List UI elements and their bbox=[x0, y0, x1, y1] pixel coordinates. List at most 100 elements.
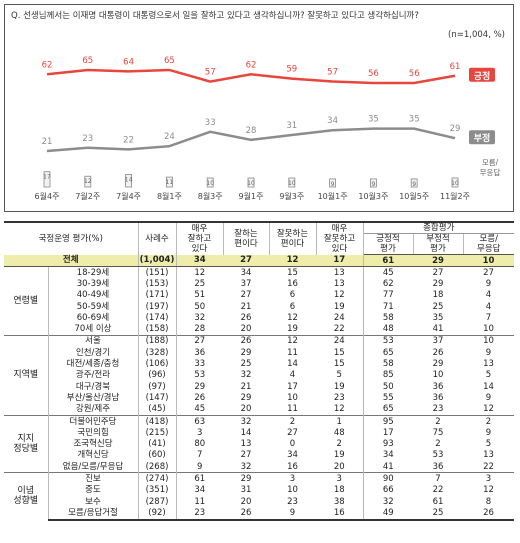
cell-value: 21 bbox=[240, 381, 252, 392]
row-n: (188) bbox=[138, 334, 177, 348]
cell-value: 16 bbox=[316, 507, 364, 521]
row-n: (268) bbox=[138, 461, 177, 473]
cell-value: 0 bbox=[289, 439, 296, 450]
data-label: 31 bbox=[286, 121, 297, 131]
table-row: 중도 (351) 34 31 10 18 66 22 12 bbox=[4, 484, 514, 496]
cell-value: 12 bbox=[316, 289, 364, 301]
x-tick-label: 10월3주 bbox=[358, 191, 388, 201]
dk-bar bbox=[43, 171, 51, 188]
cell-value: 36 bbox=[194, 347, 206, 358]
cell-value: 10 bbox=[432, 370, 444, 381]
cell-value: 29 bbox=[194, 381, 206, 392]
row-n: (328) bbox=[138, 347, 177, 359]
row-label: 부산/울산/경남 bbox=[48, 392, 139, 404]
cell-value: 11 bbox=[287, 347, 298, 358]
dk-bar bbox=[288, 177, 296, 188]
row-n: (41) bbox=[138, 438, 177, 450]
row-label: 18-29세 bbox=[48, 266, 139, 279]
cell-value: 13 bbox=[483, 450, 494, 461]
row-label: 중도 bbox=[48, 484, 139, 496]
cell-value: 20 bbox=[316, 461, 364, 473]
table-row: 광주/전라 (96) 53 32 4 5 85 10 5 bbox=[4, 369, 514, 381]
cell-value: 1 bbox=[316, 414, 364, 428]
cell-value: 53 bbox=[194, 370, 206, 381]
table-row: 부산/울산/경남 (147) 26 29 10 23 55 36 9 bbox=[4, 392, 514, 404]
header-summary: 종합평가 bbox=[363, 221, 514, 234]
cell-value: 29 bbox=[413, 254, 463, 267]
table-row: 모름/응답거절 (92) 23 26 9 16 49 25 26 bbox=[4, 507, 514, 521]
cell-value: 25 bbox=[432, 301, 444, 312]
cell-value: 80 bbox=[194, 439, 206, 450]
cell-value: 26 bbox=[463, 507, 514, 521]
cell-value: 27 bbox=[223, 254, 269, 267]
dk-bar bbox=[165, 176, 173, 188]
cell-value: 12 bbox=[269, 254, 316, 267]
cell-value: 2 bbox=[316, 438, 364, 450]
cell-value: 20 bbox=[240, 324, 252, 335]
cell-value: 34 bbox=[223, 266, 269, 279]
cell-value: 36 bbox=[432, 381, 444, 392]
cell-value: 22 bbox=[432, 485, 444, 496]
row-n: (174) bbox=[138, 312, 177, 324]
row-n: (1,004) bbox=[138, 254, 177, 267]
row-label: 조국혁신당 bbox=[48, 438, 139, 450]
table-row: 30-39세 (153) 25 37 16 13 62 29 9 bbox=[4, 278, 514, 290]
cell-value: 3 bbox=[316, 472, 364, 485]
series-line-positive bbox=[46, 68, 456, 85]
row-label: 50-59세 bbox=[48, 300, 139, 313]
x-tick-label: 8월1주 bbox=[157, 191, 182, 201]
dk-label: 9 bbox=[412, 181, 416, 188]
cell-value: 28 bbox=[194, 324, 206, 335]
data-label: 33 bbox=[205, 118, 216, 128]
cell-value: 15 bbox=[316, 358, 364, 370]
cell-value: 61 bbox=[432, 496, 444, 507]
approval-trend-chart: Q. 선생님께서는 이재명 대통령이 대통령으로서 일을 잘하고 있다고 생각하… bbox=[4, 4, 514, 212]
data-label: 24 bbox=[164, 132, 175, 142]
row-label: 국민의힘 bbox=[48, 427, 139, 439]
cell-value: 18 bbox=[432, 290, 444, 301]
cell-value: 27 bbox=[176, 334, 223, 348]
cell-value: 65 bbox=[382, 347, 394, 358]
cell-value: 36 bbox=[432, 392, 444, 403]
cell-value: 13 bbox=[316, 278, 364, 290]
table-row: 60-69세 (174) 32 26 12 24 58 35 7 bbox=[4, 312, 514, 324]
row-n: (158) bbox=[138, 323, 177, 336]
data-label: 29 bbox=[450, 124, 461, 134]
row-label: 전체 bbox=[4, 254, 139, 267]
cell-value: 10 bbox=[287, 485, 298, 496]
cell-value: 11 bbox=[194, 496, 206, 507]
row-n: (151) bbox=[138, 266, 177, 279]
cell-value: 29 bbox=[240, 347, 252, 358]
row-label: 없음/모름/무응답 bbox=[48, 461, 139, 473]
trend-chart-svg: Q. 선생님께서는 이재명 대통령이 대통령으로서 일을 잘하고 있다고 생각하… bbox=[11, 10, 505, 201]
row-n: (153) bbox=[138, 278, 177, 290]
cell-value: 22 bbox=[483, 461, 494, 472]
cell-value: 10 bbox=[463, 254, 514, 267]
cell-value: 7 bbox=[413, 472, 463, 485]
table-row: 개혁신당 (60) 7 27 34 19 34 53 13 bbox=[4, 449, 514, 462]
data-label: 62 bbox=[42, 60, 53, 70]
dk-label: 10 bbox=[247, 180, 255, 187]
cell-value: 33 bbox=[194, 359, 206, 370]
cell-value: 12 bbox=[269, 334, 316, 348]
row-label: 인천/경기 bbox=[48, 347, 139, 359]
table-row: 이념 성향별 진보 (274) 61 29 3 3 90 7 3 bbox=[4, 472, 514, 520]
data-label: 64 bbox=[123, 57, 134, 67]
table-row: 강원/제주 (45) 45 20 11 12 65 23 12 bbox=[4, 403, 514, 416]
data-label: 57 bbox=[205, 68, 216, 78]
dk-bar bbox=[329, 178, 337, 188]
data-label: 35 bbox=[368, 115, 379, 125]
cell-value: 3 bbox=[463, 472, 514, 485]
cell-value: 38 bbox=[316, 495, 364, 508]
cell-value: 62 bbox=[382, 278, 394, 289]
cell-value: 29 bbox=[432, 278, 444, 289]
cell-value: 34 bbox=[176, 254, 223, 267]
cell-value: 25 bbox=[413, 507, 463, 521]
dk-bar bbox=[369, 178, 377, 188]
data-label: 57 bbox=[327, 68, 338, 78]
data-label: 34 bbox=[327, 116, 338, 126]
header-positive: 긍정적 평가 bbox=[363, 233, 414, 255]
cell-value: 29 bbox=[240, 392, 252, 403]
cell-value: 32 bbox=[194, 312, 206, 323]
dk-label: 17 bbox=[43, 174, 51, 181]
